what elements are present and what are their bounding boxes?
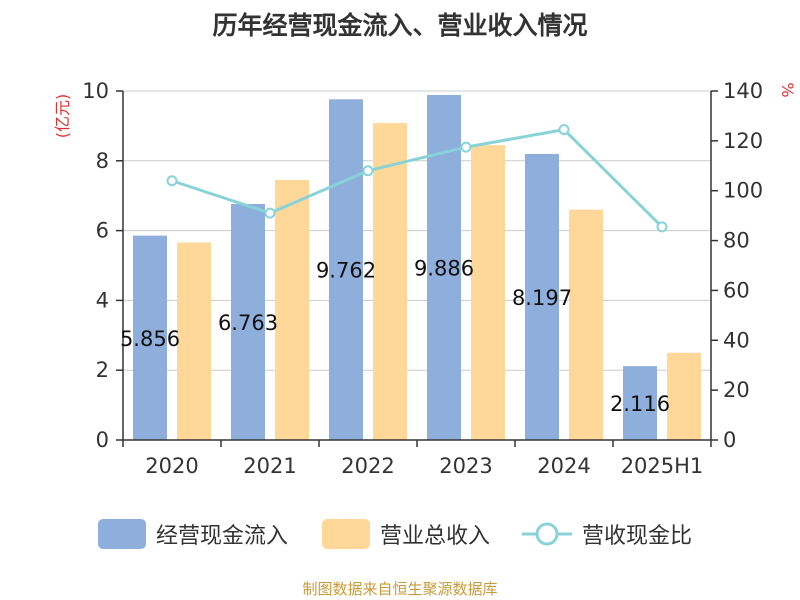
y-right-tick-label: 120	[723, 129, 763, 153]
x-tick-label: 2020	[145, 454, 198, 478]
y-axis-right-label: %	[778, 82, 797, 97]
source-footer: 制图数据来自恒生聚源数据库	[302, 580, 498, 598]
y-left-tick-label: 0	[96, 428, 109, 452]
y-right-tick-label: 20	[723, 378, 750, 402]
ratio-point	[362, 165, 374, 177]
bar-cash-inflow	[525, 153, 559, 441]
legend-swatch-cash-inflow	[98, 519, 146, 549]
x-tick-label: 2022	[341, 454, 394, 478]
y-left-tick-label: 10	[82, 79, 109, 103]
bar-data-label: 8.197	[512, 286, 572, 310]
bar-data-label: 2.116	[610, 392, 670, 416]
y-left-tick-label: 2	[96, 358, 109, 382]
y-right-tick-label: 140	[723, 79, 763, 103]
y-right-tick-label: 40	[723, 328, 750, 352]
x-tick-label: 2024	[537, 454, 590, 478]
bar-revenue	[569, 209, 603, 440]
bar-data-label: 5.856	[120, 327, 180, 351]
y-right-tick-label: 80	[723, 229, 750, 253]
bar-revenue	[275, 179, 309, 440]
y-right-tick-label: 0	[723, 428, 736, 452]
y-left-tick-label: 8	[96, 149, 109, 173]
bar-revenue	[471, 145, 505, 440]
chart-title: 历年经营现金流入、营业收入情况	[212, 11, 588, 40]
ratio-point	[460, 141, 472, 153]
legend-item-revenue[interactable]: 营业总收入	[322, 512, 490, 556]
legend-label-revenue: 营业总收入	[380, 524, 491, 549]
ratio-point	[656, 221, 668, 233]
x-tick-label: 2023	[439, 454, 492, 478]
y-left-tick-label: 4	[96, 288, 109, 312]
bar-data-label: 9.886	[414, 256, 474, 280]
bar-cash-inflow	[133, 235, 167, 440]
legend-line-marker-icon	[522, 522, 572, 546]
x-tick-label: 2021	[243, 454, 296, 478]
legend-label-ratio: 营收现金比	[582, 524, 693, 549]
y-axis-left-label: (亿元)	[53, 94, 72, 139]
ratio-point	[264, 207, 276, 219]
ratio-point	[166, 175, 178, 187]
legend-swatch-revenue	[322, 519, 370, 549]
ratio-point	[558, 124, 570, 136]
ratio-line	[171, 128, 664, 228]
bar-revenue	[667, 352, 701, 440]
legend-item-ratio[interactable]: 营收现金比	[522, 512, 692, 556]
bar-data-label: 9.762	[316, 259, 376, 283]
bar-cash-inflow	[329, 99, 363, 440]
legend: 经营现金流入 营业总收入 营收现金比	[0, 512, 800, 556]
bar-cash-inflow	[623, 366, 657, 440]
legend-label-cash-inflow: 经营现金流入	[156, 524, 289, 549]
bar-revenue	[177, 242, 211, 440]
x-tick-label: 2025H1	[621, 454, 704, 478]
legend-item-cash-inflow[interactable]: 经营现金流入	[98, 512, 288, 556]
bar-cash-inflow	[231, 203, 265, 440]
bar-revenue	[373, 123, 407, 440]
y-right-tick-label: 100	[723, 179, 763, 203]
y-right-tick-label: 60	[723, 278, 750, 302]
y-left-tick-label: 6	[96, 219, 109, 243]
bar-data-label: 6.763	[218, 311, 278, 335]
